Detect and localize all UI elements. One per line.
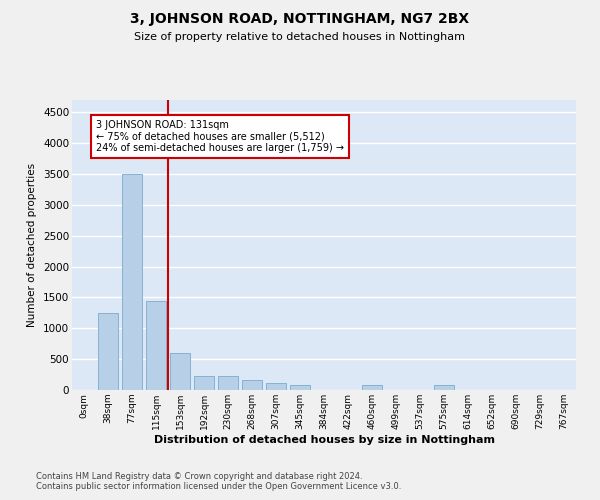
Bar [266, 382, 286, 390]
Bar [122, 174, 142, 390]
Bar [170, 353, 190, 390]
Text: 3 JOHNSON ROAD: 131sqm
← 75% of detached houses are smaller (5,512)
24% of semi-: 3 JOHNSON ROAD: 131sqm ← 75% of detached… [96, 120, 344, 153]
Bar [434, 386, 454, 390]
Y-axis label: Number of detached properties: Number of detached properties [28, 163, 37, 327]
Bar [242, 380, 262, 390]
Bar [194, 376, 214, 390]
Bar [218, 376, 238, 390]
Bar [290, 386, 310, 390]
Bar [98, 313, 118, 390]
Text: Contains HM Land Registry data © Crown copyright and database right 2024.: Contains HM Land Registry data © Crown c… [36, 472, 362, 481]
Bar [362, 386, 382, 390]
Text: 3, JOHNSON ROAD, NOTTINGHAM, NG7 2BX: 3, JOHNSON ROAD, NOTTINGHAM, NG7 2BX [130, 12, 470, 26]
Bar [146, 300, 166, 390]
Text: Contains public sector information licensed under the Open Government Licence v3: Contains public sector information licen… [36, 482, 401, 491]
Text: Size of property relative to detached houses in Nottingham: Size of property relative to detached ho… [134, 32, 466, 42]
X-axis label: Distribution of detached houses by size in Nottingham: Distribution of detached houses by size … [154, 434, 494, 444]
